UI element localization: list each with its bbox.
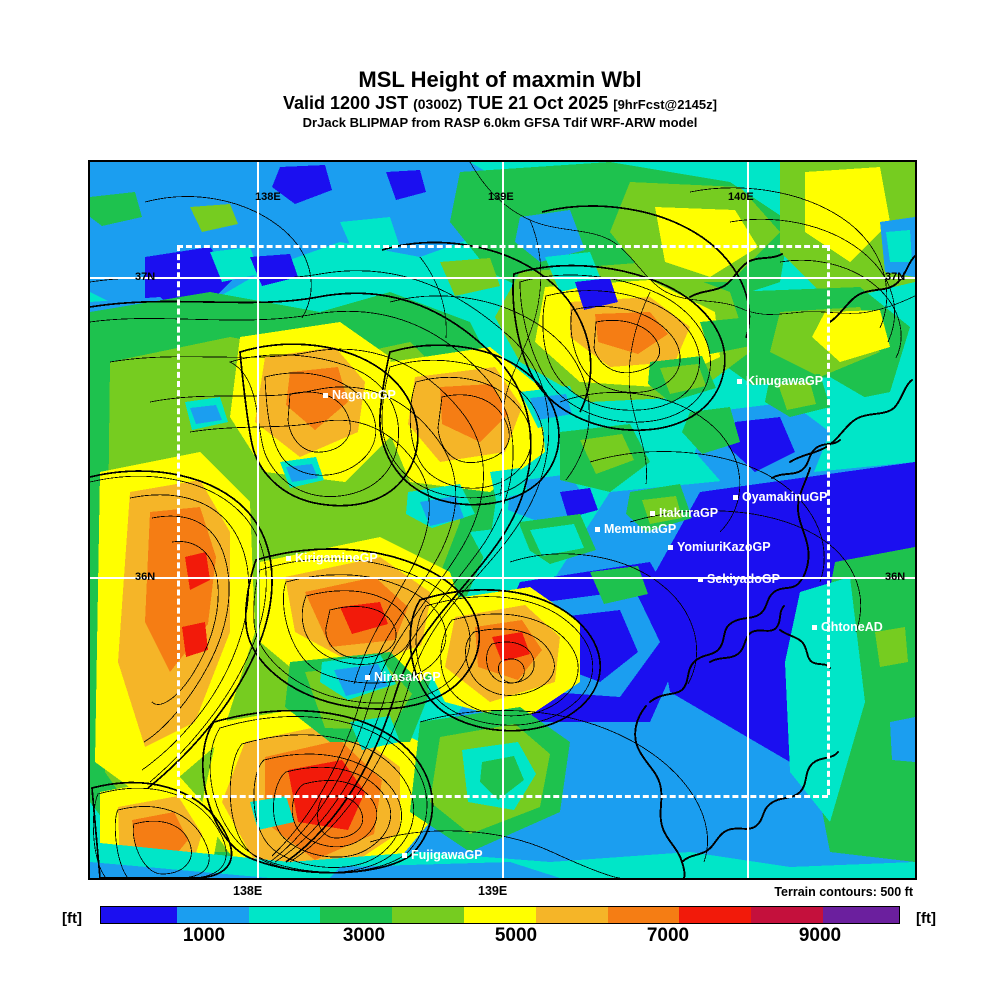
color-scale-tick-1000: 1000: [182, 925, 226, 946]
color-scale-tick-3000: 3000: [342, 925, 386, 946]
legend-unit-right: [ft]: [916, 910, 936, 927]
color-band-3: [320, 907, 393, 923]
color-band-1: [176, 907, 249, 923]
forecast-map[interactable]: 138E 139E 140E 37N 37N 36N 36N NaganoGP …: [88, 160, 917, 880]
color-band-10: [823, 907, 899, 923]
model-subtitle: DrJack BLIPMAP from RASP 6.0km GFSA Tdif…: [302, 114, 698, 130]
color-band-6: [535, 907, 608, 923]
map-raster: [90, 162, 915, 878]
valid-utc: (0300Z): [413, 96, 463, 113]
color-scale-tick-7000: 7000: [646, 925, 690, 946]
color-scale-ticks: 1000 3000 5000 7000 9000: [100, 925, 900, 947]
color-band-8: [679, 907, 752, 923]
valid-date: TUE 21 Oct 2025: [467, 93, 609, 114]
color-band-2: [248, 907, 321, 923]
color-band-7: [607, 907, 680, 923]
color-band-9: [751, 907, 824, 923]
color-scale-tick-9000: 9000: [798, 925, 842, 946]
color-band-0: [101, 907, 177, 923]
valid-prefix: Valid 1200 JST: [283, 93, 409, 114]
axis-label-lon-139e: 139E: [478, 884, 508, 898]
color-scale-bar[interactable]: [100, 906, 900, 924]
title-block: MSL Height of maxmin Wbl Valid 1200 JST …: [0, 68, 1000, 130]
axis-label-lon-138e: 138E: [233, 884, 263, 898]
color-band-5: [464, 907, 536, 923]
page-title: MSL Height of maxmin Wbl: [358, 67, 642, 92]
valid-time-line: Valid 1200 JST (0300Z) TUE 21 Oct 2025 […: [0, 94, 1000, 113]
color-band-4: [392, 907, 465, 923]
color-scale-tick-5000: 5000: [494, 925, 538, 946]
forecast-tag: [9hrFcst@2145z]: [613, 97, 717, 113]
legend-unit-left: [ft]: [62, 910, 82, 927]
terrain-contour-note: Terrain contours: 500 ft: [774, 885, 913, 899]
